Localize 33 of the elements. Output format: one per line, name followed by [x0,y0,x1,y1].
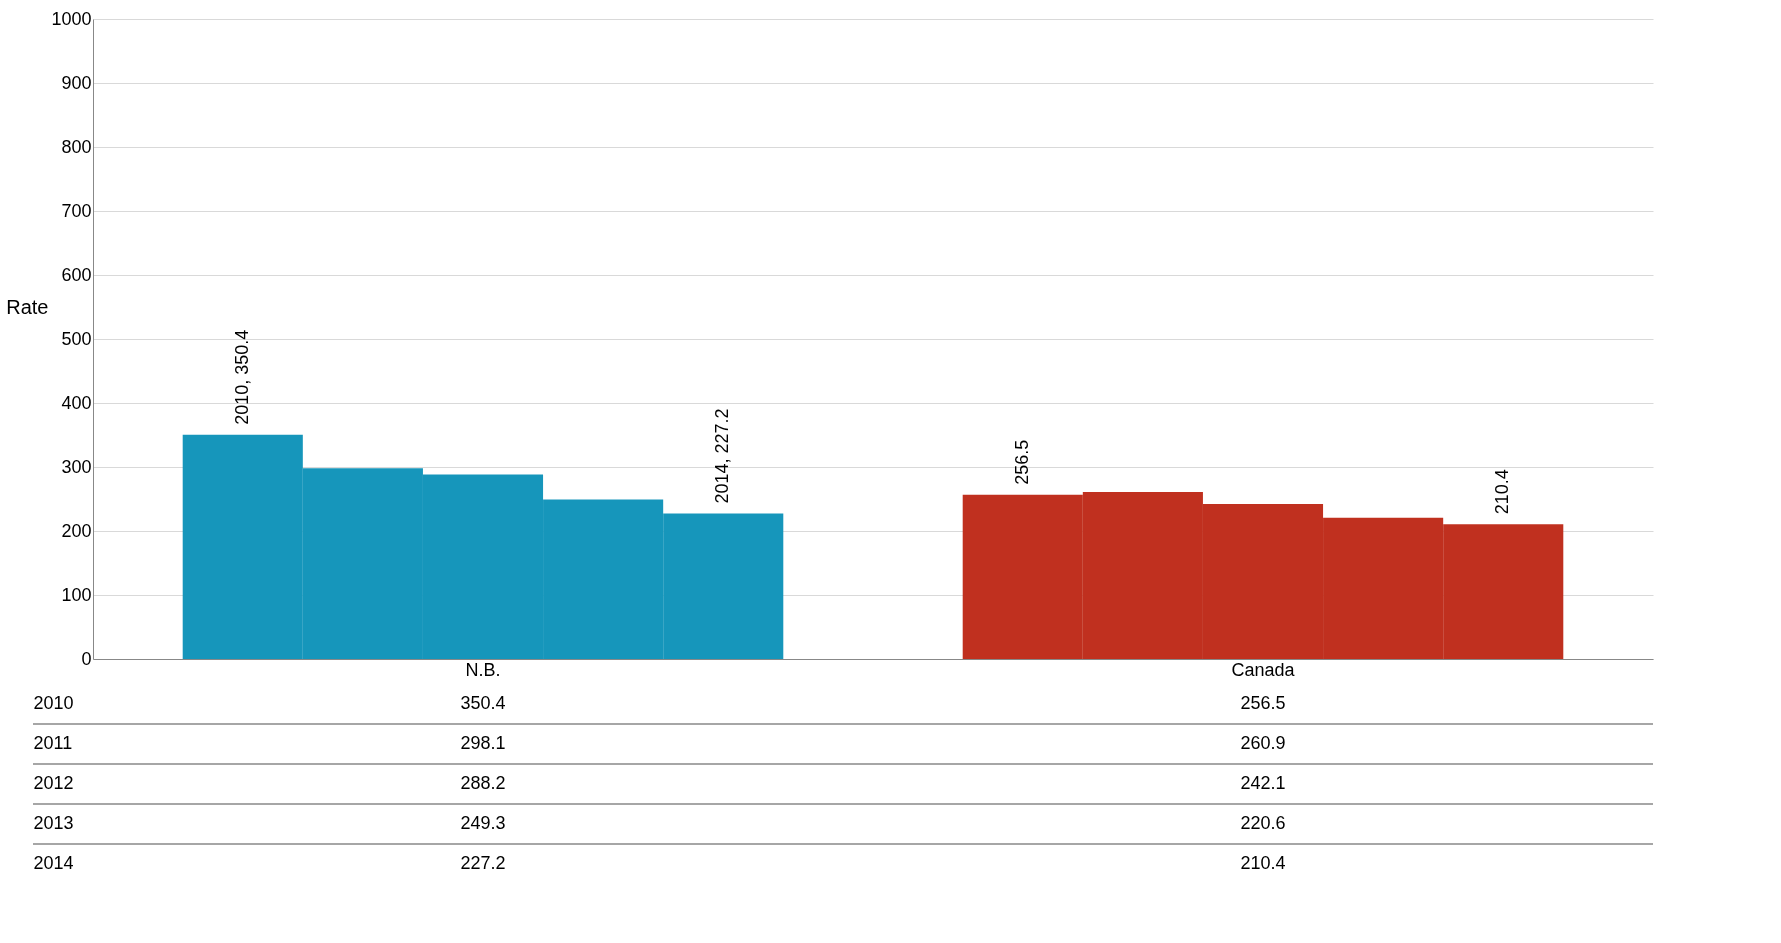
x-tick-label: Canada [1231,659,1296,680]
y-tick-label: 800 [61,136,92,157]
y-tick-label: 500 [61,328,92,349]
y-tick-label: 1000 [51,8,92,29]
annotation: 2014, 227.2 [712,408,733,504]
y-tick-label: 100 [61,584,92,605]
y-axis-title: Rate [6,295,49,318]
data-label: 260.9 [1240,733,1286,753]
data-label: 210.4 [1240,853,1286,873]
data-label: 242.1 [1240,773,1286,793]
text: 2011 [33,733,73,753]
data-label: 288.2 [460,773,506,793]
data-label: 350.4 [460,693,506,713]
y-tick-label: 300 [61,456,92,477]
data-label: 256.5 [1240,693,1286,713]
annotation: 256.5 [1011,439,1032,485]
text: 2014 [33,853,74,873]
data-label: 227.2 [460,853,506,873]
data-label: 298.1 [460,733,506,753]
y-tick-label: 700 [61,200,92,221]
text: 2010 [33,693,74,713]
data-label: 220.6 [1240,813,1286,833]
y-tick-label: 600 [61,264,92,285]
y-tick-label: 0 [81,648,92,669]
y-tick-label: 900 [61,72,92,93]
y-tick-label: 200 [61,520,92,541]
y-tick-label: 400 [61,392,92,413]
annotation: 210.4 [1492,469,1513,515]
text: 2012 [33,773,74,793]
data-label: 249.3 [460,813,506,833]
annotation: 2010, 350.4 [231,329,252,425]
text: 2013 [33,813,74,833]
x-tick-label: N.B. [465,659,501,680]
